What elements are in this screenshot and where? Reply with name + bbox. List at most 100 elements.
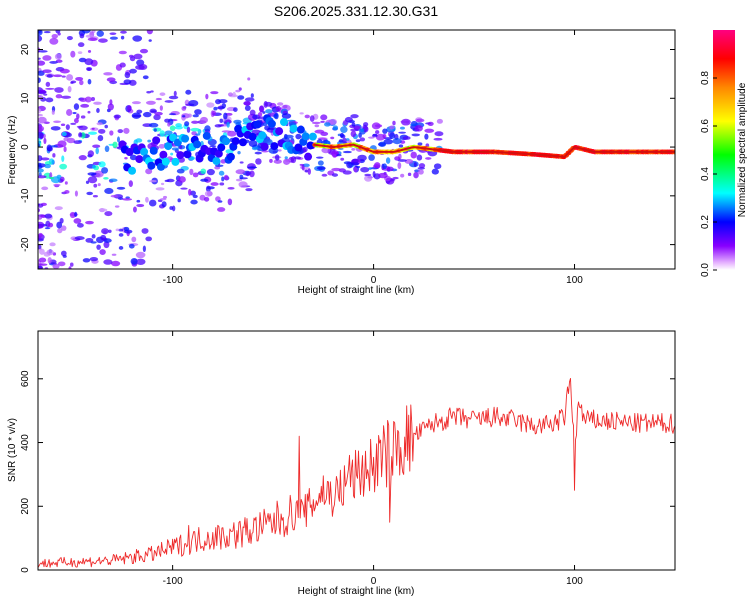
spectrogram-ridge-cell: [301, 132, 310, 141]
spectrogram-cell: [150, 110, 157, 113]
spectrogram-cell: [277, 102, 284, 106]
spectrogram-cell: [93, 101, 102, 105]
spectrogram-cell: [410, 151, 417, 159]
snr-y-axis-label: SNR (10 * v/v): [7, 418, 18, 482]
spectrogram-cell: [351, 158, 359, 164]
spectrogram-cell: [357, 154, 367, 162]
spectrogram-cell: [221, 176, 225, 182]
spectrogram-cell: [128, 54, 134, 58]
spectrogram-cell: [227, 130, 237, 137]
spectrogram-cell: [135, 251, 146, 259]
spectrogram-cell: [210, 182, 219, 186]
spectrogram-cell: [148, 199, 157, 207]
spectrogram-cell: [227, 92, 233, 97]
spectrogram-cell: [90, 241, 97, 244]
spectrogram-cell: [38, 94, 44, 100]
spectrogram-cell: [187, 113, 192, 118]
spectrogram-cell: [42, 55, 52, 61]
spectrogram-cell: [86, 191, 93, 196]
spectrogram-cell: [104, 124, 108, 129]
spectrogram-cell: [257, 112, 263, 117]
spectrogram-ridge-cell: [238, 138, 247, 147]
spectrogram-cell: [135, 258, 146, 265]
colorbar-tick-label: 0.0: [700, 263, 711, 277]
spectrogram-ridge-cell: [169, 133, 178, 142]
spectrogram-ridge-cell: [171, 157, 180, 166]
spectrogram-cell: [116, 186, 126, 190]
spectrogram-cell: [52, 263, 60, 269]
spectrogram-cell: [74, 117, 79, 124]
spectrogram-cell: [249, 170, 255, 178]
spectrogram-cell: [136, 199, 141, 203]
spectrogram-cell: [160, 182, 165, 186]
spectrogram-cell: [145, 196, 149, 203]
spectrogram-cell: [281, 113, 292, 119]
spectrogram-cell: [397, 159, 407, 162]
spectrogram-cell: [434, 131, 444, 137]
spectrogram-cell: [204, 125, 211, 132]
spectrogram-cell: [129, 68, 137, 74]
spectrogram-cell: [350, 128, 359, 132]
spectrogram-cell: [38, 175, 47, 179]
spectrogram-cell: [169, 125, 176, 131]
spectrogram-cell: [389, 132, 396, 139]
spectrogram-cell: [235, 169, 246, 175]
spectrogram-cell: [164, 130, 173, 135]
spectrogram-y-tick-label: -10: [20, 188, 31, 203]
spectrogram-cell: [91, 234, 96, 239]
spectrogram-cell: [269, 158, 273, 163]
spectrogram-cell: [392, 176, 399, 180]
spectrogram-cell: [146, 30, 153, 35]
spectrogram-cell: [338, 139, 344, 143]
spectrogram-cell: [177, 198, 181, 203]
spectrogram-cell: [98, 161, 106, 168]
spectrogram-ridge-cell: [296, 125, 305, 134]
spectrogram-cell: [77, 51, 83, 55]
spectrogram-cell: [88, 273, 92, 275]
spectrogram-cell: [336, 154, 342, 157]
spectrogram-cell: [227, 186, 235, 190]
spectrogram-cell: [219, 182, 225, 186]
spectrogram-cell: [316, 166, 326, 170]
spectrogram-cell: [339, 132, 344, 138]
spectrogram-cell: [411, 133, 421, 137]
spectrogram-cell: [255, 158, 262, 165]
spectrogram-cell: [374, 124, 383, 128]
spectrogram-cell: [70, 122, 77, 125]
spectrogram-x-ticks: -100 0 100: [163, 30, 583, 286]
spectrogram-cell: [69, 211, 76, 219]
spectrogram-cell: [195, 133, 201, 136]
colorbar-ticks: 0.0 0.2 0.4 0.6 0.8: [700, 71, 717, 277]
spectrogram-cell: [101, 228, 109, 235]
spectrogram-cell: [40, 157, 50, 161]
spectrogram-cell: [244, 105, 251, 112]
spectrogram-cell: [87, 37, 98, 42]
spectrogram-cell: [66, 74, 74, 81]
spectrogram-cell: [248, 140, 258, 148]
spectrogram-cell: [382, 163, 387, 170]
spectrogram-cell: [95, 147, 99, 155]
spectrogram-cell: [247, 166, 258, 169]
spectrogram-ridge-cell: [161, 157, 170, 166]
snr-y-tick-label: 600: [20, 370, 31, 387]
spectrogram-cell: [43, 31, 51, 34]
spectrogram-cell: [104, 211, 113, 217]
spectrogram-cell: [132, 35, 143, 42]
spectrogram-cell: [65, 124, 70, 131]
snr-panel: -100 0 100 0 200 400 600 Height of straight l…: [7, 330, 676, 597]
spectrogram-cell: [189, 156, 195, 161]
spectrogram-cell: [273, 159, 282, 164]
spectrogram-y-ticks: -20 -10 0 10 20: [20, 44, 675, 252]
spectrogram-cell: [342, 170, 352, 175]
spectrogram-cell: [215, 99, 222, 105]
spectrogram-cell: [235, 89, 241, 93]
spectrogram-cell: [318, 137, 326, 140]
spectrogram-ridge-cell: [270, 142, 279, 151]
spectrogram-cell: [188, 188, 192, 196]
spectrogram-cell: [214, 164, 224, 167]
spectrogram-cell: [245, 188, 253, 192]
spectrogram-cell: [40, 90, 47, 94]
spectrogram-cell: [141, 228, 149, 234]
spectrogram-cell: [69, 262, 74, 267]
